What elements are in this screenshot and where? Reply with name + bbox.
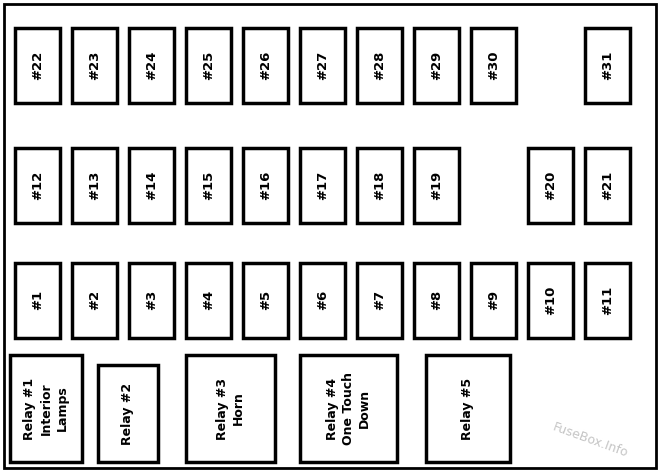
Bar	[357, 27, 402, 102]
Text: #14: #14	[145, 170, 158, 200]
Text: #30: #30	[487, 50, 500, 80]
Text: Relay #2: Relay #2	[121, 382, 135, 445]
Bar	[528, 147, 573, 222]
Bar	[300, 262, 345, 337]
Bar	[243, 27, 288, 102]
Bar	[243, 147, 288, 222]
Text: #12: #12	[31, 170, 44, 200]
Text: #16: #16	[259, 170, 272, 200]
Text: #9: #9	[487, 290, 500, 310]
Text: Relay #4
One Touch
Down: Relay #4 One Touch Down	[326, 372, 371, 445]
Bar	[585, 147, 630, 222]
Text: #11: #11	[601, 286, 614, 315]
Text: FuseBox.Info: FuseBox.Info	[550, 420, 630, 460]
Text: #6: #6	[316, 290, 329, 310]
Text: #19: #19	[430, 170, 443, 200]
Text: #22: #22	[31, 51, 44, 80]
Bar	[300, 27, 345, 102]
Text: #3: #3	[145, 290, 158, 310]
Text: #10: #10	[544, 285, 557, 315]
Text: #27: #27	[316, 51, 329, 80]
Text: #15: #15	[202, 170, 215, 200]
Text: Relay #1
Interior
Lamps: Relay #1 Interior Lamps	[24, 378, 69, 439]
Text: #24: #24	[145, 51, 158, 80]
Text: #7: #7	[373, 290, 386, 310]
Bar	[72, 147, 117, 222]
Text: #13: #13	[88, 170, 101, 200]
Text: #1: #1	[31, 290, 44, 310]
Bar	[585, 262, 630, 337]
Bar	[15, 27, 60, 102]
Text: #17: #17	[316, 170, 329, 200]
Bar	[129, 147, 174, 222]
Text: #18: #18	[373, 170, 386, 200]
Text: #21: #21	[601, 170, 614, 200]
Bar	[15, 262, 60, 337]
Bar	[15, 147, 60, 222]
Bar	[186, 262, 231, 337]
Bar	[186, 355, 275, 462]
Bar	[528, 262, 573, 337]
Bar	[98, 365, 158, 462]
Bar	[414, 27, 459, 102]
Text: #25: #25	[202, 51, 215, 80]
Bar	[72, 27, 117, 102]
Bar	[10, 355, 82, 462]
Text: Relay #5: Relay #5	[461, 378, 475, 439]
Text: #8: #8	[430, 290, 443, 310]
Text: #31: #31	[601, 51, 614, 80]
Bar	[471, 262, 516, 337]
Bar	[72, 262, 117, 337]
Text: #29: #29	[430, 51, 443, 80]
Bar	[186, 147, 231, 222]
Bar	[129, 27, 174, 102]
Bar	[243, 262, 288, 337]
Text: #5: #5	[259, 290, 272, 310]
Text: #20: #20	[544, 170, 557, 200]
Text: #28: #28	[373, 51, 386, 80]
Bar	[129, 262, 174, 337]
Bar	[186, 27, 231, 102]
Bar	[414, 262, 459, 337]
Text: Relay #3
Horn: Relay #3 Horn	[216, 378, 245, 439]
Text: #2: #2	[88, 290, 101, 310]
Bar	[300, 147, 345, 222]
Text: #23: #23	[88, 51, 101, 80]
Bar	[585, 27, 630, 102]
Bar	[357, 262, 402, 337]
Bar	[357, 147, 402, 222]
Text: #26: #26	[259, 51, 272, 80]
Bar	[414, 147, 459, 222]
Bar	[471, 27, 516, 102]
Bar	[300, 355, 397, 462]
Bar	[426, 355, 510, 462]
Text: #4: #4	[202, 290, 215, 310]
